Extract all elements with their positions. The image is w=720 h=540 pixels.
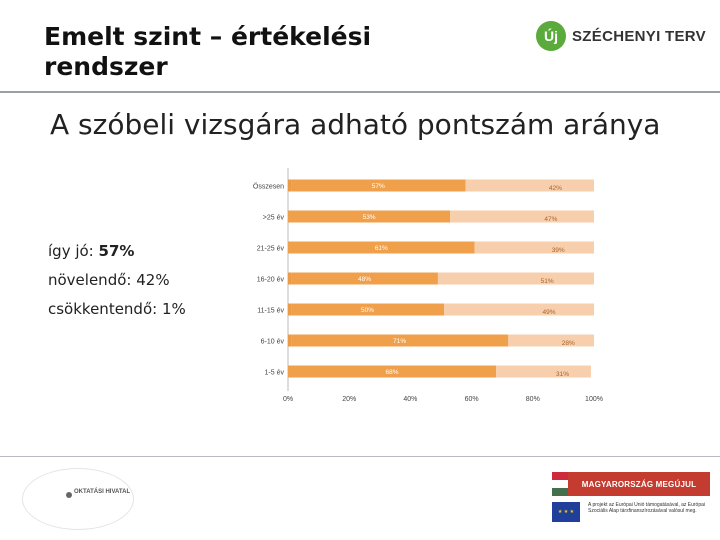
bar-segment	[474, 241, 594, 254]
summary-key: így jó:	[48, 242, 94, 260]
bar-segment	[291, 272, 438, 285]
data-label: 28%	[562, 340, 575, 347]
data-label: 31%	[556, 371, 569, 378]
eu-flag-icon: ★ ★ ★	[552, 502, 580, 522]
category-label: Összesen	[253, 183, 284, 191]
bar-segment	[291, 179, 466, 192]
bar-segment	[444, 303, 594, 316]
bar-segment	[288, 303, 292, 316]
data-label: 39%	[552, 247, 565, 254]
category-label: 1-5 év	[265, 370, 285, 377]
x-tick-label: 100%	[585, 396, 603, 403]
data-label: 61%	[375, 245, 388, 252]
bar-segment	[288, 210, 451, 223]
x-tick-label: 60%	[465, 396, 479, 403]
bar-segment	[288, 179, 292, 192]
category-label: 11-15 év	[257, 308, 284, 315]
category-label: >25 év	[263, 215, 285, 222]
logo-dot-icon	[66, 492, 72, 498]
summary-item: így jó: 57%	[48, 237, 186, 266]
data-label: 51%	[541, 278, 554, 285]
category-label: 21-25 év	[257, 246, 285, 253]
category-label: 16-20 év	[257, 277, 285, 284]
summary-value: 42%	[136, 271, 170, 289]
bar-segment	[450, 210, 594, 223]
eu-funding-text: A projekt az Európai Unió támogatásával,…	[588, 502, 706, 514]
data-label: 49%	[543, 309, 556, 316]
data-label: 48%	[358, 276, 371, 283]
bar-segment	[437, 272, 594, 285]
data-label: 50%	[361, 307, 374, 314]
data-label: 47%	[544, 216, 557, 223]
bar-segment	[288, 272, 292, 285]
szechenyi-logo: Új SZÉCHENYI TERV	[536, 20, 706, 52]
bar-segment	[291, 334, 509, 347]
bar-segment	[496, 365, 591, 378]
x-tick-label: 0%	[283, 396, 293, 403]
bar-segment	[508, 334, 594, 347]
x-tick-label: 80%	[526, 396, 540, 403]
bar-segment	[288, 241, 475, 254]
header-title: Emelt szint – értékelési rendszer	[44, 22, 372, 81]
stacked-bar-chart: Összesen1%57%42%>25 év0%53%47%21-25 év0%…	[253, 168, 603, 403]
x-tick-label: 40%	[403, 396, 417, 403]
oktatasi-hivatal-text: OKTATÁSI HIVATAL	[74, 489, 131, 495]
summary-key: csökkentendő:	[48, 300, 158, 318]
header-divider	[0, 91, 720, 93]
bar-segment	[291, 303, 445, 316]
logo-mark-icon: Új	[536, 21, 566, 51]
footer-divider	[0, 456, 720, 457]
slide-title: A szóbeli vizsgára adható pontszám arány…	[50, 108, 661, 141]
bar-segment	[288, 334, 292, 347]
summary-item: növelendő: 42%	[48, 266, 186, 295]
data-label: 71%	[393, 338, 406, 345]
summary-value: 57%	[98, 242, 135, 260]
summary-key: növelendő:	[48, 271, 132, 289]
data-label: 57%	[372, 183, 385, 190]
summary-item: csökkentendő: 1%	[48, 295, 186, 324]
summary-list: így jó: 57% növelendő: 42% csökkentendő:…	[48, 237, 186, 324]
data-label: 53%	[363, 214, 376, 221]
x-tick-label: 20%	[342, 396, 356, 403]
summary-value: 1%	[161, 300, 186, 318]
bar-segment	[288, 365, 497, 378]
hungarian-flag-icon	[552, 472, 568, 496]
category-label: 6-10 év	[261, 339, 285, 346]
magyarorszag-megujul-banner: MAGYARORSZÁG MEGÚJUL	[552, 472, 710, 496]
data-label: 42%	[549, 185, 562, 192]
oktatasi-hivatal-logo	[22, 468, 134, 530]
logo-text: SZÉCHENYI TERV	[572, 27, 706, 45]
data-label: 68%	[386, 369, 399, 376]
bar-segment	[465, 179, 594, 192]
banner-text: MAGYARORSZÁG MEGÚJUL	[568, 472, 710, 496]
